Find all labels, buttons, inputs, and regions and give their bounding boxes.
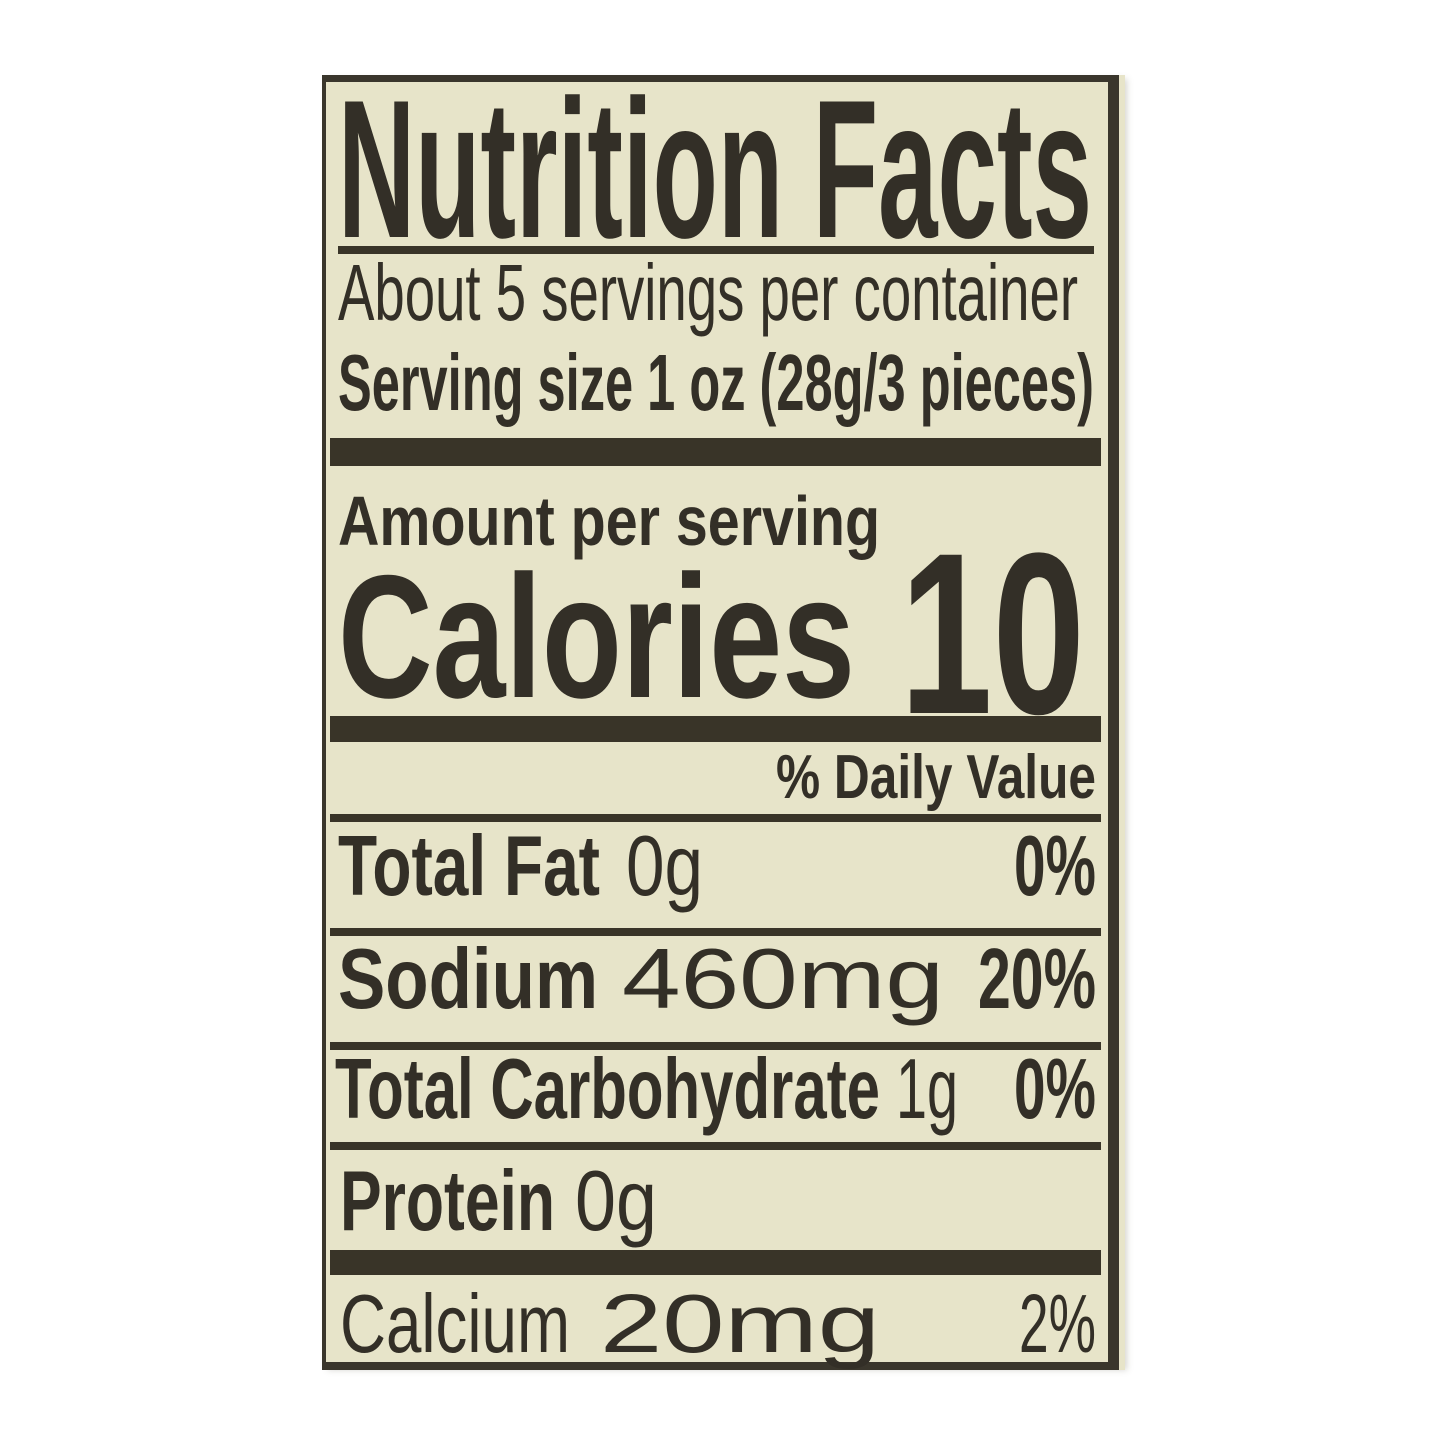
row-total-carbohydrate-name: Total Carbohydrate [335,1042,880,1137]
serving-size: Serving size 1 oz (28g/3 pieces) [338,338,1094,427]
divider-thick-top [330,438,1101,466]
row-calcium-name: Calcium [340,1277,570,1370]
row-calcium-dv: 2% [1019,1277,1096,1370]
label-bottom-border [322,1362,1119,1370]
row-sodium-amount: 460mg [622,932,944,1027]
row-total-carbohydrate-amount: 1g [896,1042,958,1137]
row-sodium-name: Sodium [338,932,598,1027]
row-protein-name: Protein [340,1154,555,1249]
row-calcium-amount: 20mg [600,1277,880,1370]
row-divider-2 [330,928,1101,936]
row-divider-1 [330,814,1101,822]
row-total-fat-amount: 0g [626,819,703,914]
label-title: Nutrition Facts [338,75,1092,279]
servings-per-container: About 5 servings per container [338,248,1078,337]
label-top-border [322,75,1119,82]
divider-medium [330,716,1101,742]
calories-label: Calories [338,540,855,735]
row-total-fat-name: Total Fat [338,819,600,914]
label-right-border [1108,75,1119,1370]
row-total-fat-dv: 0% [1014,819,1096,914]
row-divider-3 [330,1042,1101,1050]
amount-per-serving-heading: Amount per serving [338,482,880,560]
label-left-border [322,75,326,1370]
row-sodium-dv: 20% [978,932,1096,1027]
nutrition-facts-label: Nutrition Facts About 5 servings per con… [322,59,1125,1370]
row-divider-4 [330,1142,1101,1150]
row-protein-amount: 0g [575,1154,657,1249]
divider-thick-bottom [330,1250,1101,1275]
row-total-carbohydrate-dv: 0% [1014,1042,1096,1137]
title-underline [338,246,1094,254]
nutrition-facts-panel: Nutrition Facts About 5 servings per con… [322,59,1125,1370]
daily-value-header: % Daily Value [776,743,1096,812]
